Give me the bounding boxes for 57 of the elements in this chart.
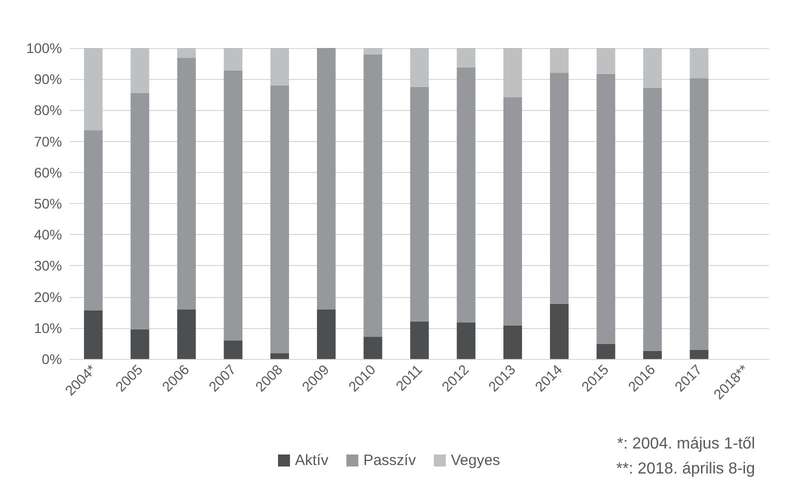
bar [550,48,569,73]
bar [503,48,522,98]
legend-label: Passzív [363,452,416,469]
bar [456,48,476,68]
bar [130,48,150,93]
bar [596,48,616,74]
bar [456,322,476,359]
bar [270,353,290,359]
bar [84,310,103,359]
bar [596,74,616,344]
bar [224,48,242,70]
text: **: 2018. április 8-ig [616,460,756,478]
bar [410,321,429,359]
y-tick-label: 60% [34,164,62,180]
bar [84,130,103,310]
y-tick-label: 90% [34,71,62,88]
bar [270,85,290,354]
bar [690,78,708,350]
bar [643,48,662,88]
bar [177,309,196,359]
bar [503,97,522,326]
bar [643,350,662,359]
bar [270,48,290,86]
bar [410,48,429,87]
bar [84,48,103,130]
bar [550,304,569,359]
bar [456,67,476,322]
y-tick-label: 20% [34,288,62,305]
bar [316,309,336,359]
y-tick-label: 70% [34,133,62,150]
bar [177,58,196,310]
bar [177,48,196,58]
legend-label: Vegyes [450,452,500,469]
bar [643,88,662,351]
bar [224,70,242,340]
y-tick-label: 80% [34,102,62,118]
bar [503,325,522,359]
y-tick-label: 100% [26,40,62,56]
y-tick-label: 30% [34,258,62,274]
bar [364,48,382,55]
bar [130,329,150,359]
y-tick-label: 40% [34,226,62,243]
bar [316,48,336,310]
y-tick-label: 50% [34,196,62,212]
bar [690,350,708,359]
bar [130,92,150,330]
bar [410,86,429,322]
bar [690,48,708,78]
y-tick-label: 0% [42,351,62,367]
y-tick-label: 10% [34,320,62,336]
legend-label: Aktív [295,452,329,469]
bar [224,340,242,359]
text: *: 2004. május 1-től [617,436,756,452]
bar [364,336,382,359]
bar [364,54,382,337]
bar [550,72,569,304]
bar [596,344,616,359]
